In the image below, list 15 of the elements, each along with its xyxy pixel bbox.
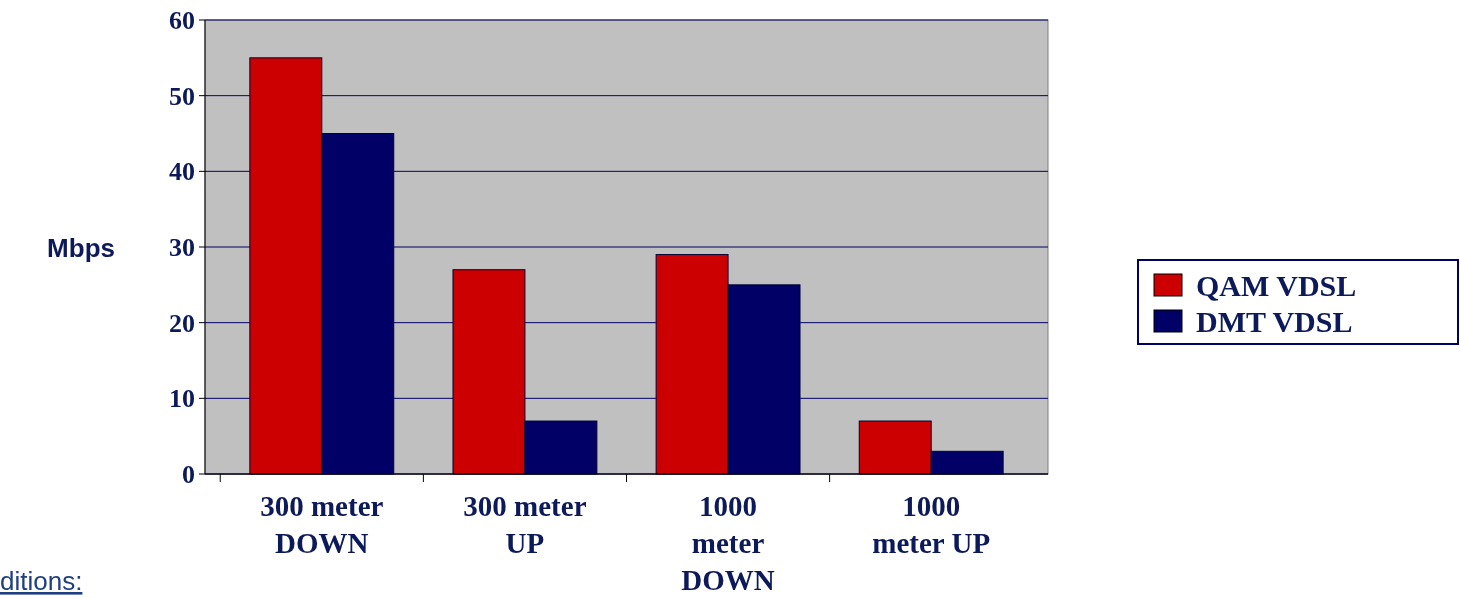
y-tick-label: 60 (169, 6, 195, 36)
x-tick-label: 300 meter DOWN (260, 490, 384, 559)
y-tick-label: 30 (169, 233, 195, 263)
y-tick-label: 10 (169, 384, 195, 414)
text: ditions: (0, 566, 83, 596)
y-tick-label: 20 (169, 308, 195, 338)
x-tick-label: 300 meter UP (463, 490, 587, 559)
y-axis-title: Mbps (47, 233, 115, 264)
y-tick-label: 40 (169, 157, 195, 187)
legend-label: DMT VDSL (1196, 304, 1353, 338)
x-tick-label: 1000 meter UP (872, 490, 991, 559)
y-tick-label: 50 (169, 81, 195, 111)
y-tick-label: 0 (182, 460, 195, 490)
legend-label: QAM VDSL (1196, 268, 1357, 302)
x-tick-label: 1000 meter DOWN (681, 490, 775, 596)
